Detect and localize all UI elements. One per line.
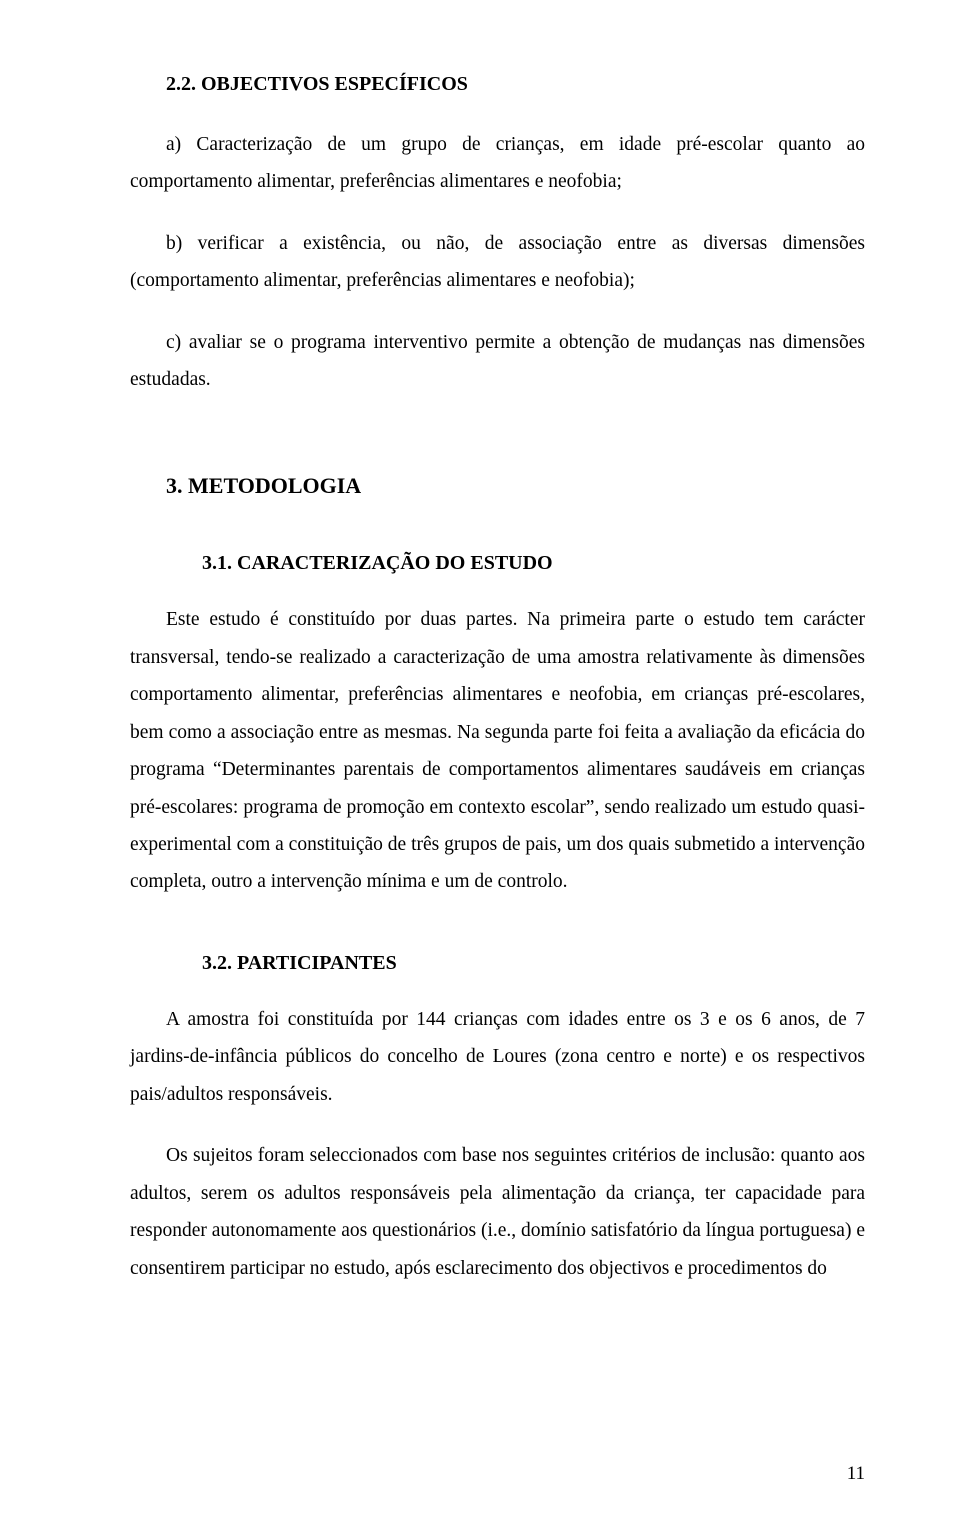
section-2-2-heading: 2.2. OBJECTIVOS ESPECÍFICOS xyxy=(166,70,865,98)
section-3-2-paragraph-2: Os sujeitos foram seleccionados com base… xyxy=(130,1137,865,1287)
section-3-1-paragraph: Este estudo é constituído por duas parte… xyxy=(130,601,865,901)
section-3-2-paragraph-1: A amostra foi constituída por 144 crianç… xyxy=(130,1001,865,1113)
section-3-2-heading: 3.2. PARTICIPANTES xyxy=(202,949,865,977)
document-page: 2.2. OBJECTIVOS ESPECÍFICOS a) Caracteri… xyxy=(0,0,960,1517)
objective-item-b: b) verificar a existência, ou não, de as… xyxy=(130,225,865,300)
page-number: 11 xyxy=(847,1463,865,1485)
objective-item-c: c) avaliar se o programa interventivo pe… xyxy=(130,324,865,399)
section-3-1-heading: 3.1. CARACTERIZAÇÃO DO ESTUDO xyxy=(202,549,865,577)
objective-item-a: a) Caracterização de um grupo de criança… xyxy=(130,126,865,201)
section-3-heading: 3. METODOLOGIA xyxy=(166,471,865,502)
